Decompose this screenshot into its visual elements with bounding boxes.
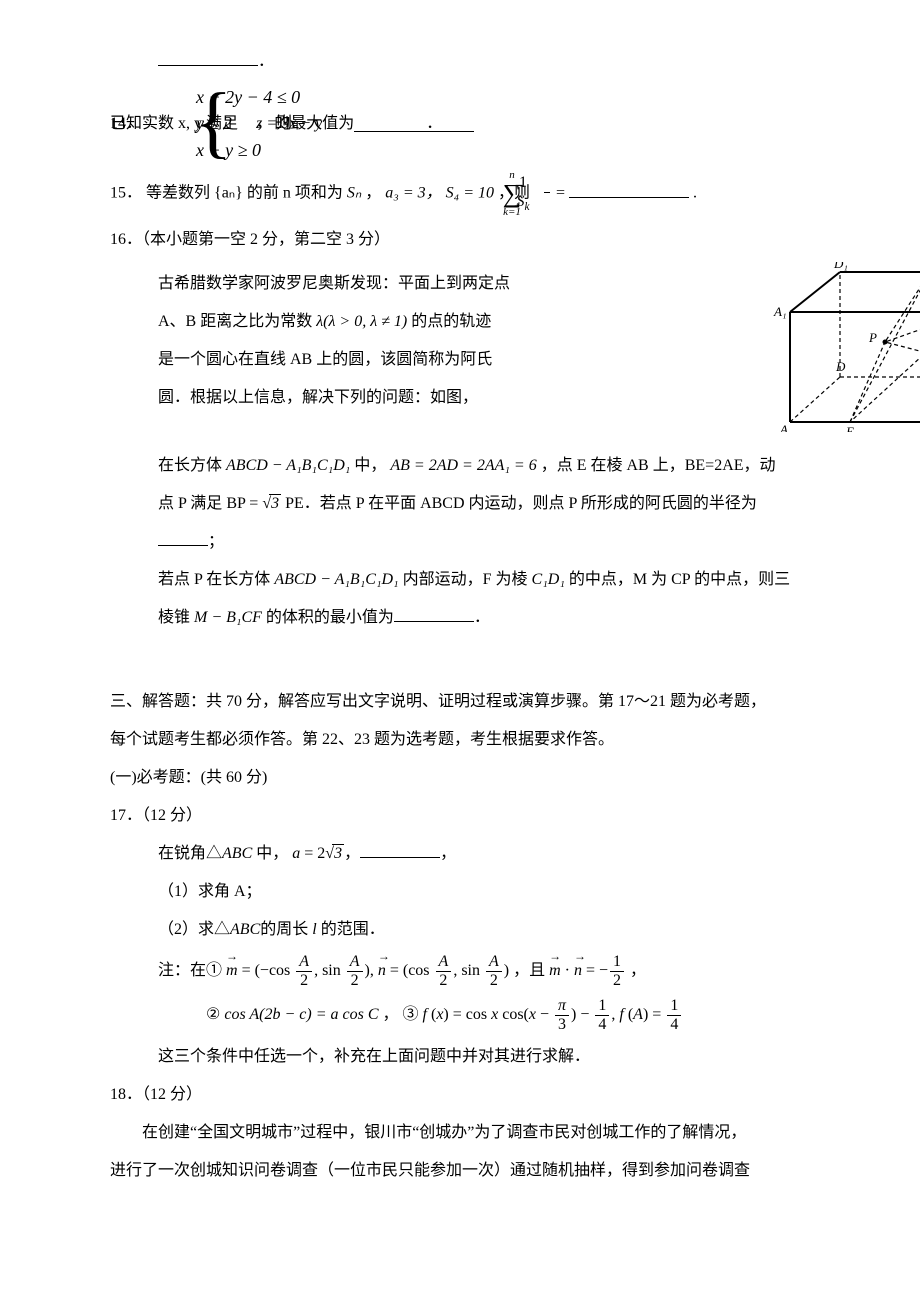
- q15-eq: =: [556, 185, 569, 202]
- q16-blank-2: [394, 607, 474, 622]
- q17-note1: 注：在① m = (−cos A2, sin A2), n = (cos A2,…: [110, 952, 920, 990]
- q14: 14． 已知实数 x, y 满足 { x − 2y − 4 ≤ 0 y ≤ 2 …: [110, 84, 920, 164]
- q16-figure: ABCDA₁B₁C₁D₁EFPM: [770, 262, 920, 444]
- q15-frac-num: 1: [544, 175, 550, 193]
- q18-header: 18．（12 分）: [110, 1079, 920, 1111]
- q18-num: 18．: [110, 1086, 142, 1103]
- q16-p6-blank: ；: [110, 526, 920, 558]
- q16-p2: A、B 距离之比为常数 λ(λ > 0, λ ≠ 1) 的点的轨迹: [158, 306, 760, 338]
- q13-blank: [158, 51, 258, 66]
- q17-l1: 在锐角△ABC 中， a = 2√3，，: [110, 838, 920, 870]
- q17-pts: （12 分）: [142, 807, 202, 824]
- q18-pts: （12 分）: [142, 1086, 202, 1103]
- q14-sys-1: x − 2y − 4 ≤ 0: [244, 85, 300, 110]
- q16-note: （本小题第一空 2 分，第二空 3 分）: [142, 231, 390, 248]
- sec3-sub1: (一)必考题：(共 60 分): [110, 762, 920, 794]
- q17-l2: （1）求角 A；: [110, 876, 920, 908]
- q16-blank-1: [158, 531, 208, 546]
- q14-sys-3: x + y ≥ 0: [244, 138, 300, 163]
- q15-num: 15．: [110, 185, 142, 202]
- q16-body-row: 古希腊数学家阿波罗尼奥斯发现：平面上到两定点 A、B 距离之比为常数 λ(λ >…: [110, 262, 920, 444]
- q16-p3: 是一个圆心在直线 AB 上的圆，该圆简称为阿氏: [158, 344, 760, 376]
- svg-text:E: E: [845, 424, 854, 432]
- q15-tail: .: [693, 185, 697, 202]
- q15-frac: 1 Sk: [544, 175, 550, 213]
- q15-text-b: ，: [365, 185, 385, 202]
- q16-p1: 古希腊数学家阿波罗尼奥斯发现：平面上到两定点: [158, 268, 760, 300]
- q15: 15． 等差数列 {aₙ} 的前 n 项和为 Sₙ ， a₃ = 3， S₄ =…: [110, 170, 920, 218]
- q16-p7: 若点 P 在长方体 ABCD − A₁B₁C₁D₁ 内部运动，F 为棱 C₁D₁…: [110, 564, 920, 596]
- q18-p1: 在创建“全国文明城市”过程中，银川市“创城办”为了调查市民对创城工作的了解情况，: [110, 1117, 920, 1149]
- q16-p6: 点 P 满足 BP = √3 PE．若点 P 在平面 ABCD 内运动，则点 P…: [110, 488, 920, 520]
- q17-note2: ② cos A(2b − c) = a cos C ， ③ f (x) = co…: [110, 996, 920, 1034]
- svg-text:A₁: A₁: [773, 304, 786, 319]
- svg-text:D: D: [835, 359, 846, 374]
- q15-blank: [569, 182, 689, 197]
- q17-header: 17．（12 分）: [110, 800, 920, 832]
- q17-blank: [360, 843, 440, 858]
- q16-p5: 在长方体 ABCD − A₁B₁C₁D₁ 中， AB = 2AD = 2AA₁ …: [110, 450, 920, 482]
- q16-header: 16．（本小题第一空 2 分，第二空 3 分）: [110, 224, 920, 256]
- svg-text:A: A: [779, 422, 788, 432]
- q15-sn: Sₙ: [347, 185, 361, 202]
- q17-num: 17．: [110, 807, 142, 824]
- q16-p8: 棱锥 M − B₁CF 的体积的最小值为．: [110, 602, 920, 634]
- q16-num: 16．: [110, 231, 142, 248]
- q14-tail-a: 的最大值为: [322, 108, 354, 140]
- q16-p4: 圆．根据以上信息，解决下列的问题：如图，: [158, 382, 760, 414]
- q14-blank: [354, 116, 474, 131]
- svg-text:D₁: D₁: [833, 262, 848, 271]
- svg-text:P: P: [868, 330, 877, 345]
- q15-text-a: 等差数列 {aₙ} 的前 n 项和为: [146, 185, 347, 202]
- q15-a3: a₃ = 3，: [385, 185, 441, 202]
- q18-p2: 进行了一次创城知识问卷调查（一位市民只能参加一次）通过随机抽样，得到参加问卷调查: [110, 1155, 920, 1187]
- q13-punct: ．: [258, 53, 274, 70]
- sec3-title2: 每个试题考生都必须作答。第 22、23 题为选考题，考生根据要求作答。: [110, 724, 920, 756]
- q15-s4: S₄ = 10: [446, 185, 494, 202]
- q17-closing: 这三个条件中任选一个，补充在上面问题中并对其进行求解．: [110, 1041, 920, 1073]
- q13-trailing-blank: ．: [110, 46, 920, 78]
- sec3-title: 三、解答题：共 70 分，解答应写出文字说明、证明过程或演算步骤。第 17～21…: [110, 686, 920, 718]
